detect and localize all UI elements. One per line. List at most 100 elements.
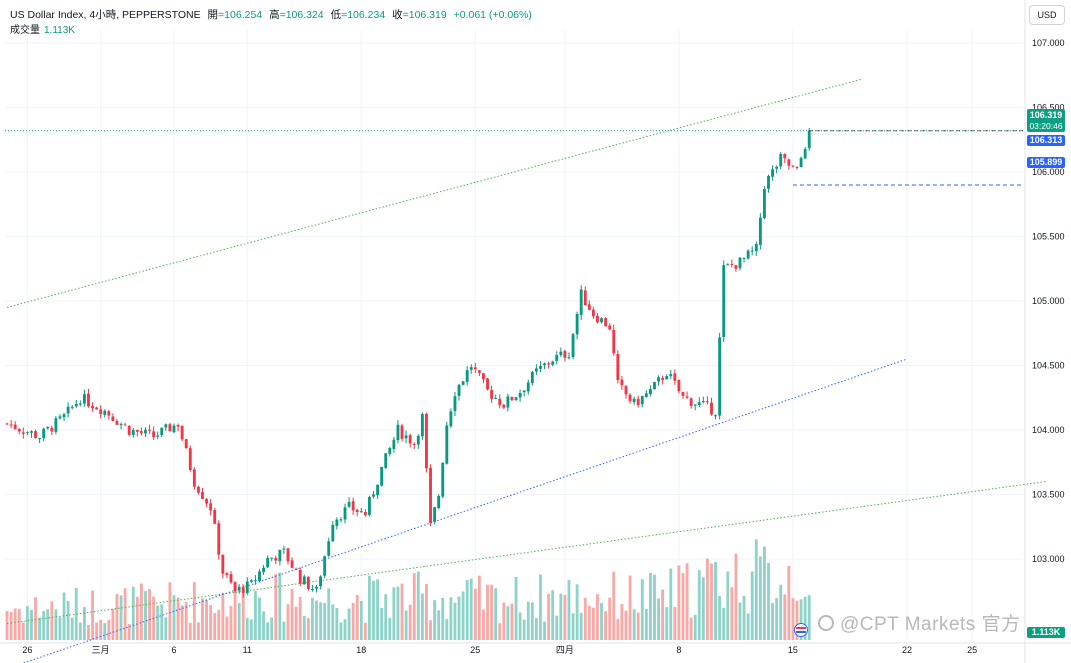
candle-body — [408, 435, 412, 444]
candle-body — [176, 425, 180, 427]
candle-body — [453, 396, 457, 412]
price-tag-2: 106.313 — [1027, 135, 1065, 146]
volume-bar — [119, 595, 123, 640]
volume-bar — [42, 611, 46, 640]
candle-body — [591, 309, 595, 317]
volume-bar — [278, 572, 282, 640]
candle-body — [241, 587, 245, 593]
candle-body — [412, 443, 416, 445]
trendline — [6, 78, 863, 308]
candle-body — [469, 367, 473, 370]
candle-body — [518, 392, 522, 398]
candle-body — [384, 453, 388, 468]
volume-bar — [156, 605, 160, 640]
candle-body — [127, 425, 131, 435]
candle-body — [201, 492, 204, 499]
volume-bar — [575, 584, 579, 640]
volume-bar — [50, 601, 54, 640]
volume-value: 1.113K — [44, 25, 75, 36]
volume-bar — [681, 573, 685, 640]
candle-body — [339, 519, 343, 521]
volume-bar — [714, 561, 717, 640]
volume-bar — [17, 608, 21, 640]
volume-bar — [9, 611, 13, 640]
volume-bar — [437, 610, 441, 640]
candle-body — [343, 507, 347, 520]
candle-body — [632, 398, 636, 403]
volume-bar — [258, 597, 261, 640]
volume-bar — [103, 623, 107, 640]
candle-body — [604, 318, 608, 327]
candle-body — [429, 467, 432, 523]
candle-body — [254, 580, 257, 582]
volume-bar — [697, 570, 701, 640]
volume-bar — [315, 600, 318, 640]
candle-body — [620, 379, 624, 386]
candle-body — [616, 353, 620, 381]
candle-body — [294, 568, 298, 570]
volume-bar — [750, 571, 754, 640]
candle-body — [380, 466, 384, 486]
candle-body — [754, 243, 758, 252]
volume-bar — [803, 596, 807, 640]
candle-body — [262, 567, 265, 572]
volume-bar — [416, 571, 420, 640]
candle-body — [486, 378, 489, 390]
volume-bar — [644, 608, 648, 640]
candle-body — [498, 398, 502, 405]
volume-bar — [376, 579, 380, 640]
candle-body — [457, 384, 461, 396]
grid — [5, 30, 1023, 640]
candle-body — [526, 382, 530, 392]
volume-bar — [368, 575, 371, 640]
volume-bar — [465, 580, 469, 640]
volume-bar — [445, 619, 449, 640]
open-value: =106.254 — [218, 9, 263, 21]
volume-bar — [624, 610, 628, 640]
candle-body — [74, 403, 78, 407]
candle-body — [258, 571, 261, 581]
volume-bar — [738, 602, 742, 640]
candle-body — [437, 495, 441, 508]
candle-body — [600, 318, 603, 323]
volume-bar — [791, 598, 795, 640]
volume-bar — [46, 609, 50, 640]
volume-bar — [494, 588, 498, 640]
volume-bar — [807, 595, 811, 640]
volume-bar — [583, 597, 587, 640]
volume-bar — [217, 609, 221, 640]
currency-button[interactable]: USD — [1029, 5, 1065, 25]
candle-body — [461, 381, 465, 385]
candle-body — [168, 424, 172, 432]
volume-bar — [653, 574, 656, 640]
candle-body — [82, 394, 86, 404]
volume-bar — [429, 620, 432, 640]
candle-body — [78, 403, 82, 405]
candle-body — [653, 382, 656, 390]
candle-body — [579, 289, 583, 315]
volume-bar — [196, 622, 200, 640]
candle-body — [172, 425, 176, 433]
candle-body — [311, 589, 314, 591]
volume-bar — [453, 602, 457, 640]
candle-body — [274, 557, 278, 561]
symbol-label: US Dollar Index, 4小時, PEPPERSTONE — [10, 9, 201, 21]
x-tick-label: 25 — [967, 645, 977, 655]
candle-body — [490, 390, 494, 399]
candle-body — [368, 497, 371, 516]
candle-body — [119, 424, 123, 426]
volume-bar — [555, 615, 559, 640]
candle-body — [188, 448, 192, 470]
watermark: @CPT Markets 官方 — [818, 609, 1021, 636]
x-tick-label: 18 — [356, 645, 366, 655]
volume-bar — [498, 623, 502, 640]
volume-bar — [160, 604, 164, 640]
candle-body — [661, 377, 665, 380]
candle-body — [217, 523, 221, 555]
candle-body — [58, 416, 62, 419]
candle-body — [180, 426, 184, 440]
candle-body — [135, 430, 139, 432]
candle-body — [547, 363, 551, 365]
